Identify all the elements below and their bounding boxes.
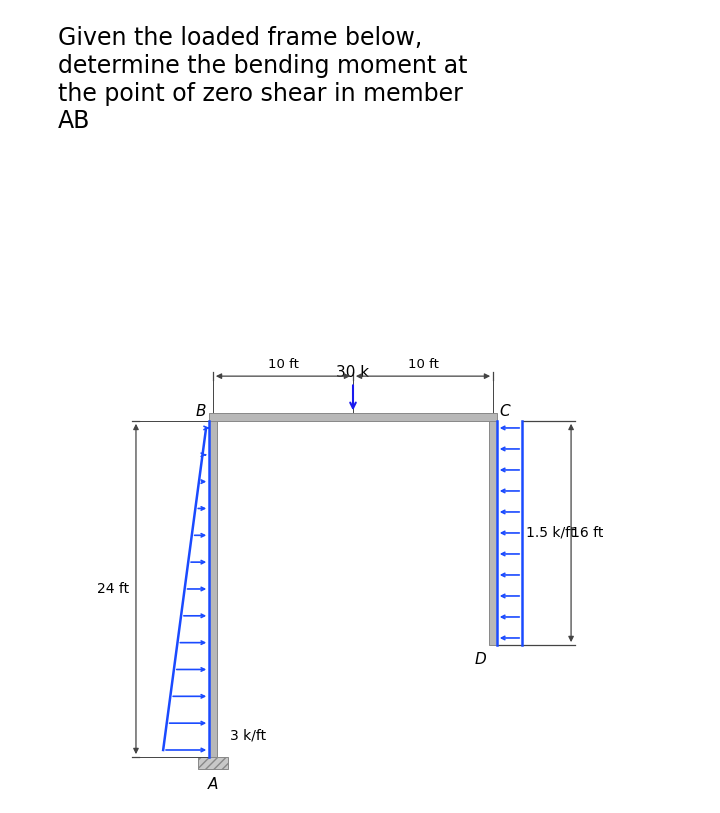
Text: 24 ft: 24 ft	[97, 582, 129, 596]
Text: B: B	[196, 404, 207, 419]
Text: 30 k: 30 k	[336, 365, 369, 380]
Text: D: D	[474, 652, 486, 667]
Bar	[197, 757, 228, 769]
Bar	[209, 421, 217, 757]
Text: 3 k/ft: 3 k/ft	[230, 729, 266, 743]
Text: Given the loaded frame below,
determine the bending moment at
the point of zero : Given the loaded frame below, determine …	[58, 26, 467, 133]
Text: C: C	[499, 404, 510, 419]
Text: 10 ft: 10 ft	[408, 359, 438, 372]
Text: 1.5 k/ft: 1.5 k/ft	[526, 526, 576, 540]
Text: A: A	[208, 776, 218, 792]
Bar	[209, 413, 497, 421]
Text: 10 ft: 10 ft	[268, 359, 298, 372]
Bar	[489, 421, 497, 645]
Text: 16 ft: 16 ft	[571, 526, 603, 540]
